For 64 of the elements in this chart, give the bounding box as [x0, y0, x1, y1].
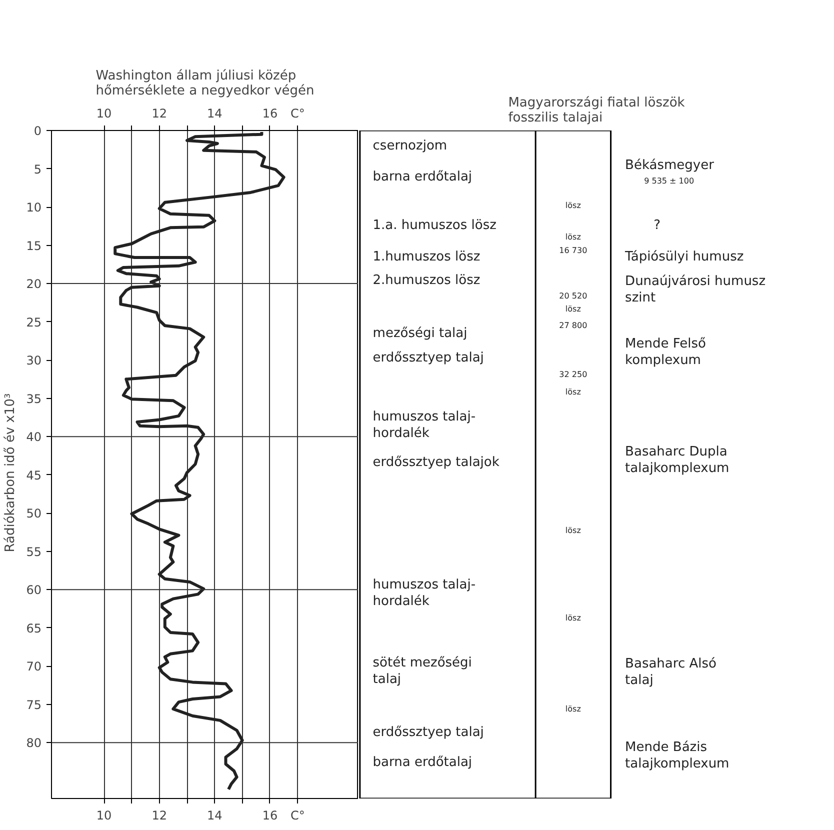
- y-tick-label: 50: [26, 506, 42, 521]
- y-tick-label: 60: [26, 583, 42, 598]
- text: sötét mezőségi talaj: [372, 656, 472, 688]
- y-tick-label: 45: [26, 468, 42, 482]
- text: lösz: [565, 388, 581, 397]
- x-tick-label: 14: [207, 808, 222, 822]
- text: Békásmegyer: [625, 158, 715, 174]
- x-tick-label: C°: [290, 808, 305, 822]
- x-tick-label: 12: [152, 808, 168, 822]
- text: lösz: [565, 200, 581, 210]
- text: lösz: [565, 613, 581, 622]
- text: Dunaújvárosi humusz szint: [625, 274, 766, 306]
- y-tick-label: 20: [26, 277, 42, 292]
- text: Basaharc Alsó talaj: [625, 656, 717, 688]
- line-series: [114, 130, 286, 791]
- y-tick-label: 80: [26, 736, 42, 750]
- text: erdőssztyep talaj: [372, 350, 484, 366]
- text: Mende Felső komplexum: [625, 336, 706, 368]
- text: erdőssztyep talaj: [372, 725, 484, 740]
- y-tick-label: 75: [26, 698, 42, 712]
- text: lösz: [565, 304, 581, 314]
- y-tick-label: 30: [26, 354, 42, 368]
- text: barna erdőtalaj: [372, 755, 472, 770]
- text: 9 535 ± 100: [644, 176, 694, 186]
- y-tick-label: 65: [26, 621, 42, 636]
- y-tick-label: 5: [34, 162, 42, 176]
- chart-title: Washington állam júliusi közép hőmérséklete a negyedkor végén: [96, 68, 314, 98]
- text: lösz: [565, 704, 581, 714]
- text: csernozjom: [372, 138, 448, 154]
- y-tick-label: 0: [34, 124, 42, 138]
- x-tick-label: 16: [262, 808, 278, 822]
- text: 20 520: [559, 291, 588, 300]
- text: mezőségi talaj: [372, 326, 468, 341]
- y-tick-label: 70: [26, 660, 42, 674]
- y-tick-label: 35: [26, 392, 42, 406]
- y-tick-label: 10: [26, 200, 42, 215]
- text: lösz: [565, 526, 581, 536]
- text: Mende Bázis talajkomplexum: [625, 740, 730, 772]
- x2-tick-label: 10: [96, 106, 112, 120]
- text: 27 800: [559, 321, 588, 330]
- x2-tick-label: 12: [152, 106, 168, 120]
- text: barna erdőtalaj: [372, 170, 472, 185]
- text: humuszos talaj- hordalék: [372, 409, 476, 441]
- x2-tick-label: C°: [290, 106, 305, 120]
- text: humuszos talaj- hordalék: [372, 578, 476, 610]
- text: 2.humuszos lösz: [372, 272, 480, 288]
- text: Basaharc Dupla talajkomplexum: [625, 444, 730, 476]
- x2-tick-label: 16: [262, 106, 278, 120]
- text: ?: [654, 218, 661, 233]
- text: Magyarországi fiatal löszök fosszilis talajai: [508, 96, 686, 126]
- y-tick-label: 55: [26, 544, 42, 559]
- x-tick-label: 10: [96, 808, 112, 822]
- text: Tápiósülyi humusz: [624, 249, 744, 264]
- text: lösz: [565, 232, 581, 242]
- text: 1.a. humuszos lösz: [372, 218, 497, 233]
- y-tick-label: 40: [26, 430, 42, 444]
- text: erdőssztyep talajok: [372, 455, 500, 470]
- text: 1.humuszos lösz: [372, 249, 480, 264]
- y-tick-label: 25: [26, 315, 42, 330]
- y-tick-label: 15: [26, 238, 42, 253]
- y-axis-title: Rádiókarbon idő év x10³: [3, 393, 18, 552]
- text: 32 250: [559, 370, 588, 380]
- text: 16 730: [559, 246, 588, 256]
- x2-tick-label: 14: [207, 106, 222, 120]
